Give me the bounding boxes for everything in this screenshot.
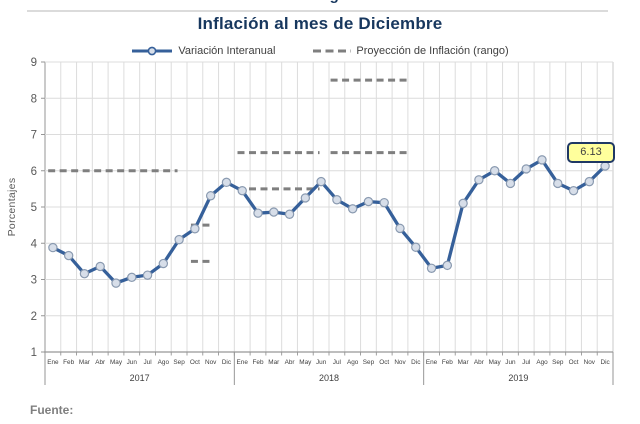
data-point-marker [158,258,169,269]
month-label: Ago [158,359,170,366]
month-label: Nov [205,359,217,366]
month-label: Jun [316,359,327,366]
month-label: Sep [173,359,185,366]
month-label: Jul [143,359,151,366]
month-label: Dic [411,359,421,366]
month-label: Nov [584,359,596,366]
y-axis-tick-label: 5 [31,202,37,214]
data-point-marker [316,176,326,187]
month-label: May [489,359,502,366]
data-point-marker [48,242,58,253]
data-point-marker [332,195,342,205]
legend-item-variacion: Variación Interanual [131,45,275,57]
data-point-marker [205,191,216,201]
month-label: Jul [522,359,530,366]
year-label: 2017 [130,373,150,383]
data-point-marker [363,196,374,207]
month-label: Feb [252,359,263,366]
month-label: Oct [569,359,579,366]
data-point-marker [568,185,579,196]
data-point-marker [95,261,105,272]
year-label: 2018 [319,373,339,383]
data-point-marker [379,197,389,208]
y-axis-tick-label: 9 [31,57,37,69]
month-label: Dic [600,359,610,366]
data-point-marker [458,198,468,209]
data-point-marker [411,242,421,252]
legend-item-proyeccion: Proyección de Inflación (rango) [313,45,509,57]
y-axis-tick-label: 1 [31,347,37,359]
month-label: Nov [394,359,406,366]
dashed-line-icon [313,49,352,53]
data-point-marker [284,209,295,219]
month-label: Abr [95,359,106,366]
data-point-marker [142,270,153,280]
month-label: Mar [268,359,280,366]
month-label: Ago [536,359,548,366]
data-point-marker [253,208,263,218]
data-point-marker [442,260,453,271]
month-label: Dic [222,359,232,366]
month-label: Jun [505,359,516,366]
y-axis-tick-label: 2 [31,311,37,323]
month-label: May [299,359,312,366]
data-point-marker [426,263,437,273]
header-divider [27,10,608,12]
data-point-marker [174,234,184,245]
data-point-marker [505,178,516,189]
y-axis-tick-label: 3 [31,275,37,287]
legend-label-variacion: Variación Interanual [178,45,276,57]
data-point-marker [79,269,90,279]
y-axis-tick-label: 8 [31,93,37,105]
y-axis-title: Porcentajes [6,178,18,237]
data-point-marker [300,193,311,203]
month-label: Mar [458,359,470,366]
country-title: Nicaragua [0,0,640,3]
month-label: Jul [333,359,341,366]
month-label: Mar [79,359,91,366]
source-label: Fuente: [30,403,74,417]
month-label: May [110,359,123,366]
month-label: Sep [552,359,564,366]
month-label: Oct [379,359,389,366]
y-axis-tick-label: 7 [31,130,37,142]
data-point-marker [521,164,531,174]
month-label: Sep [363,359,375,366]
year-label: 2019 [508,373,528,383]
month-label: Oct [190,359,200,366]
y-axis-tick-label: 4 [31,238,38,250]
data-point-marker [489,166,500,176]
data-point-marker [600,161,610,171]
data-point-marker [63,250,74,261]
legend-label-proyeccion: Proyección de Inflación (rango) [356,45,509,57]
month-label: Abr [285,359,296,366]
data-point-marker [395,223,405,234]
data-point-marker [190,224,200,234]
data-point-marker [221,177,232,188]
data-point-marker [474,175,484,185]
data-point-marker [269,207,279,217]
data-point-marker [537,155,547,165]
month-label: Ene [426,359,438,366]
data-point-marker [584,176,595,187]
chart-title: Inflación al mes de Diciembre [197,14,443,33]
month-label: Feb [63,359,74,366]
month-label: Ene [237,359,249,366]
data-point-marker [347,204,358,214]
month-label: Ene [47,359,59,366]
data-point-marker [553,178,563,189]
y-axis-tick-label: 6 [31,166,37,178]
data-point-marker [127,272,137,283]
month-label: Jun [127,359,138,366]
month-label: Abr [474,359,485,366]
data-point-marker [237,185,247,196]
line-marker-icon [132,46,173,56]
chart-legend: Variación Interanual Proyección de Infla… [0,45,640,57]
month-label: Feb [442,359,453,366]
month-label: Ago [347,359,359,366]
last-value-callout: 6.13 [567,142,615,163]
data-point-marker [111,278,121,288]
